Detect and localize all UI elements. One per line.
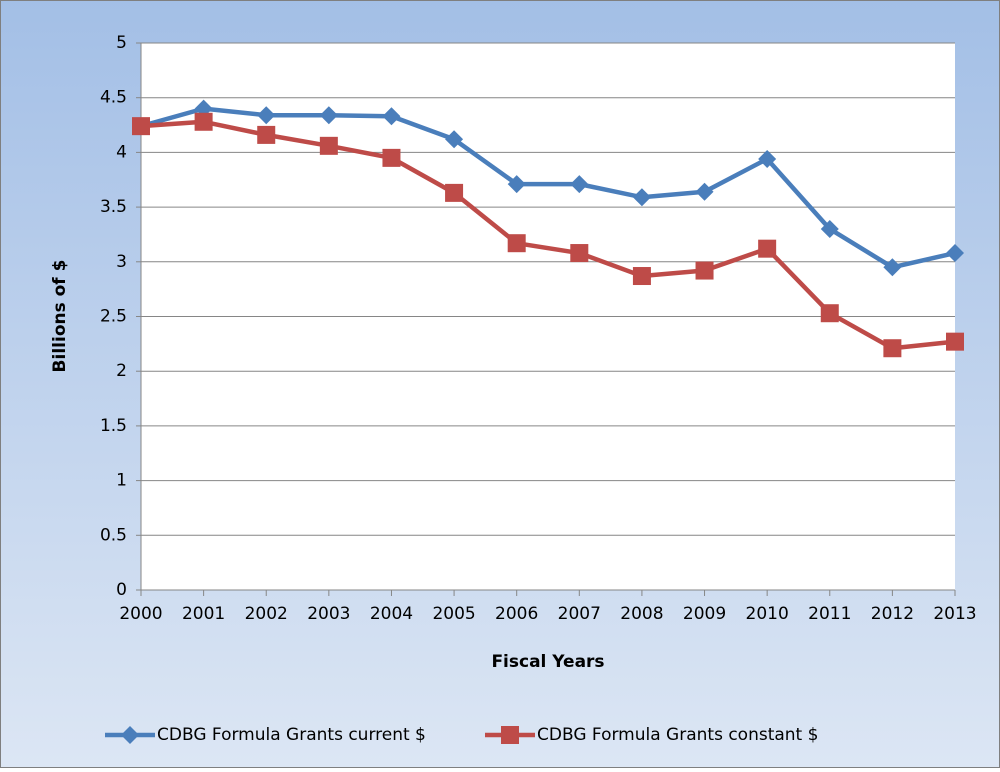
data-point [758, 239, 777, 258]
data-point [570, 244, 589, 263]
data-point [820, 304, 839, 323]
data-point [883, 258, 902, 277]
y-tick-label: 0 [116, 580, 127, 600]
x-tick-label: 2002 [245, 604, 288, 624]
x-tick-label: 2000 [119, 604, 162, 624]
x-tick-label: 2003 [307, 604, 350, 624]
data-point [319, 136, 338, 155]
data-point [820, 219, 839, 238]
data-point [319, 106, 338, 125]
data-point [632, 267, 651, 286]
data-point [382, 107, 401, 126]
data-point [695, 182, 714, 201]
data-point [507, 175, 526, 194]
x-tick-label: 2011 [808, 604, 851, 624]
data-point [758, 149, 777, 168]
y-axis-title: Billions of $ [50, 260, 70, 373]
data-point [257, 106, 276, 125]
x-axis-title: Fiscal Years [491, 652, 604, 672]
data-point [946, 244, 964, 263]
y-tick-label: 2 [116, 361, 127, 381]
data-point [257, 125, 276, 144]
data-point [132, 117, 150, 136]
x-tick-label: 2006 [495, 604, 538, 624]
data-point [695, 261, 714, 280]
data-point [570, 175, 589, 194]
x-tick-label: 2010 [746, 604, 789, 624]
x-tick-label: 2005 [432, 604, 475, 624]
legend-label: CDBG Formula Grants current $ [157, 725, 426, 745]
y-tick-label: 0.5 [100, 525, 127, 545]
y-tick-label: 3.5 [100, 197, 127, 217]
data-point [445, 130, 464, 149]
data-point [382, 148, 401, 167]
data-point [946, 332, 964, 351]
legend-marker [121, 726, 139, 744]
y-tick-label: 2.5 [100, 307, 127, 327]
series-line [140, 106, 956, 270]
data-point [445, 183, 464, 202]
y-tick-label: 1.5 [100, 416, 127, 436]
series-line [140, 119, 956, 351]
y-tick-label: 4 [116, 142, 127, 162]
legend-marker [501, 726, 519, 744]
y-tick-label: 5 [116, 33, 127, 53]
data-point [507, 234, 526, 253]
x-tick-label: 2001 [182, 604, 225, 624]
y-tick-label: 4.5 [100, 88, 127, 108]
x-tick-label: 2013 [933, 604, 976, 624]
x-tick-label: 2007 [558, 604, 601, 624]
data-point [632, 188, 651, 207]
x-tick-label: 2004 [370, 604, 413, 624]
y-tick-label: 1 [116, 471, 127, 491]
y-tick-label: 3 [116, 252, 127, 272]
legend-label: CDBG Formula Grants constant $ [537, 725, 818, 745]
data-point [194, 112, 213, 131]
x-tick-label: 2009 [683, 604, 726, 624]
data-point [883, 339, 902, 358]
x-tick-label: 2012 [871, 604, 914, 624]
x-tick-label: 2008 [620, 604, 663, 624]
